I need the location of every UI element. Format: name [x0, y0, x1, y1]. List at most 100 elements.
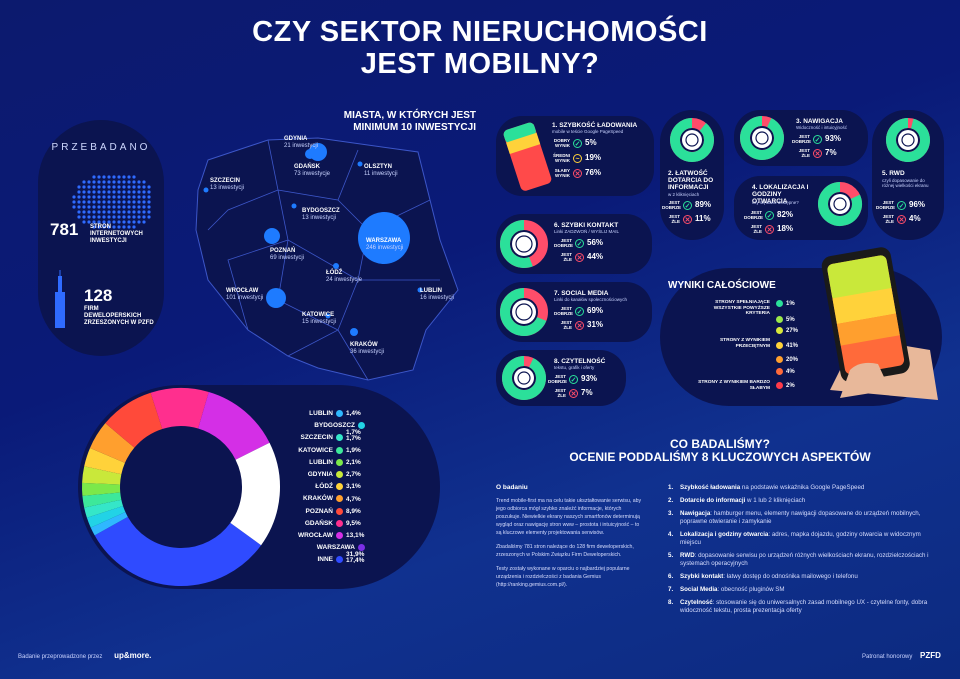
card-readability-sub: tekstu, grafik i oferty [554, 365, 595, 370]
map-dot [77, 185, 81, 189]
map-dot [102, 210, 106, 214]
legend-dot [336, 434, 343, 442]
map-dot [112, 195, 116, 199]
map-dot [92, 190, 96, 194]
map-dot [87, 215, 91, 219]
map-dot [127, 220, 131, 224]
donut-slice [84, 447, 126, 475]
legend-dot [336, 410, 343, 417]
about-section: O badaniu Trend mobile-first ma na celu … [496, 484, 646, 595]
legend-item: GDAŃSK 9,5% [296, 519, 368, 528]
legend-dot [336, 495, 343, 503]
map-dot [117, 190, 121, 194]
ring-icon [515, 303, 533, 321]
map-dot [102, 185, 106, 189]
map-dot [127, 205, 131, 209]
lodz-bubble [333, 263, 339, 269]
firms-count: 128 [84, 286, 113, 305]
card-readability-title: 8. CZYTELNOŚĆ [554, 358, 606, 365]
map-dot [82, 195, 86, 199]
card-nav: 3. NAWIGACJA Widoczność i intuicyjność J… [734, 110, 868, 166]
map-dot [142, 205, 146, 209]
about-p2: Zbadaliśmy 781 stron należące do 128 fir… [496, 544, 634, 558]
ring-center [752, 128, 772, 148]
map-dot [77, 205, 81, 209]
speed-medium: ŚREDNI WYNIK ~19% [552, 153, 602, 163]
legend-dot [336, 471, 343, 478]
donut-slice [90, 423, 135, 464]
firms-text: FIRM DEWELOPERSKICH ZRZESZONYCH W PZFD [84, 306, 154, 326]
ring-good [502, 356, 546, 400]
ring-icon [515, 235, 533, 253]
result-dot [776, 356, 783, 363]
map-dot [147, 200, 151, 204]
map-dot [97, 175, 101, 179]
legend-label: KRAKÓW [303, 495, 333, 503]
map-dot [87, 210, 91, 214]
map-dot [97, 185, 101, 189]
legend-item: KATOWICE 1,9% [296, 446, 368, 454]
map-dot [122, 215, 126, 219]
info-bad: JEST ŹLE ✕ 11% [668, 214, 711, 224]
map-dot [77, 210, 81, 214]
map-dot [97, 190, 101, 194]
legend-dot [336, 556, 343, 564]
map-dot [117, 210, 121, 214]
card-speed-title: 1. SZYBKOŚĆ ŁADOWANIA [552, 122, 638, 129]
legend-dot [336, 483, 343, 491]
result-value: 20% [776, 356, 798, 363]
social-ring [500, 288, 548, 336]
card-social-sub: Linki do kanałów społecznościowych [554, 297, 628, 302]
map-dot [112, 180, 116, 184]
legend-value: 13,1% [346, 532, 365, 540]
donut-slice [94, 516, 262, 586]
legend-value: 9,5% [346, 520, 361, 528]
legend-value: 31,9% [346, 551, 365, 559]
map-dot [117, 200, 121, 204]
map-title: MIASTA, W KTÓRYCH JEST MINIMUM 10 INWEST… [316, 110, 476, 134]
map-dot [92, 210, 96, 214]
readability-bad: JEST ŹLE ✕ 7% [554, 388, 593, 398]
footer-right-text: Patronat honorowy [862, 654, 913, 660]
map-dot [132, 180, 136, 184]
map-dot [112, 200, 116, 204]
donut-slice [86, 505, 126, 528]
legend-label: WARSZAWA [316, 544, 355, 552]
contact-ring [500, 220, 548, 268]
legend-value: 1,7% [346, 434, 361, 442]
city-gdansk: GDAŃSK 73 inwestycje [294, 164, 331, 177]
map-dot [97, 205, 101, 209]
footer-right: Patronat honorowy PZFD [862, 651, 941, 660]
about-p3: Testy zostały wykonane w oparciu o najba… [496, 566, 630, 588]
donut-slice [90, 511, 128, 536]
map-dot [147, 205, 151, 209]
map-dot [142, 215, 146, 219]
aspect-item: 4. Lokalizacja i godziny otwarcia: adres,… [668, 531, 921, 546]
legend-item: POZNAŃ 8,9% [296, 507, 368, 515]
card-social-title: 7. SOCIAL MEDIA [554, 290, 609, 297]
map-dot [122, 200, 126, 204]
results-title: WYNIKI CAŁOŚCIOWE [668, 280, 776, 291]
legend-label: POZNAŃ [305, 507, 333, 515]
city-gdynia: GDYNIA 21 inwestycji [284, 136, 319, 149]
map-dot [137, 195, 141, 199]
map-dot [92, 225, 96, 229]
city-warszawa: WARSZAWA 246 inwestycji [366, 238, 404, 251]
map-dot [142, 220, 146, 224]
sites-text: STRON INTERNETOWYCH INWESTYCJI [90, 224, 143, 244]
card-rwd-title: 5. RWD [882, 170, 905, 177]
map-dot [117, 180, 121, 184]
legend-value: 8,9% [346, 507, 361, 515]
map-dot [102, 220, 106, 224]
map-dot [117, 195, 121, 199]
legend-label: KATOWICE [298, 446, 333, 454]
map-dot [72, 195, 76, 199]
map-dot [92, 200, 96, 204]
info-good: JEST DOBRZE ✓ 89% [662, 200, 712, 210]
map-dot [142, 195, 146, 199]
lublin-bubble [417, 287, 423, 293]
ring-icon [685, 133, 699, 147]
map-dot [107, 210, 111, 214]
ring-center [898, 130, 918, 150]
aspect-item: 5. RWD: dopasowanie serwisu po urządzeń r… [668, 552, 929, 567]
